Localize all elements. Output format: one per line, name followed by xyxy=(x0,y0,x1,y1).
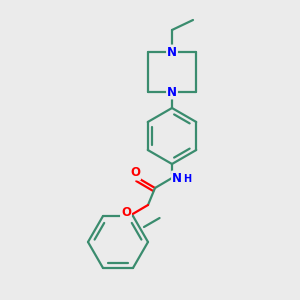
Text: N: N xyxy=(167,85,177,98)
Text: O: O xyxy=(130,167,140,179)
Text: O: O xyxy=(121,206,131,218)
Text: N: N xyxy=(172,172,182,184)
Text: H: H xyxy=(183,174,191,184)
Text: N: N xyxy=(167,46,177,59)
